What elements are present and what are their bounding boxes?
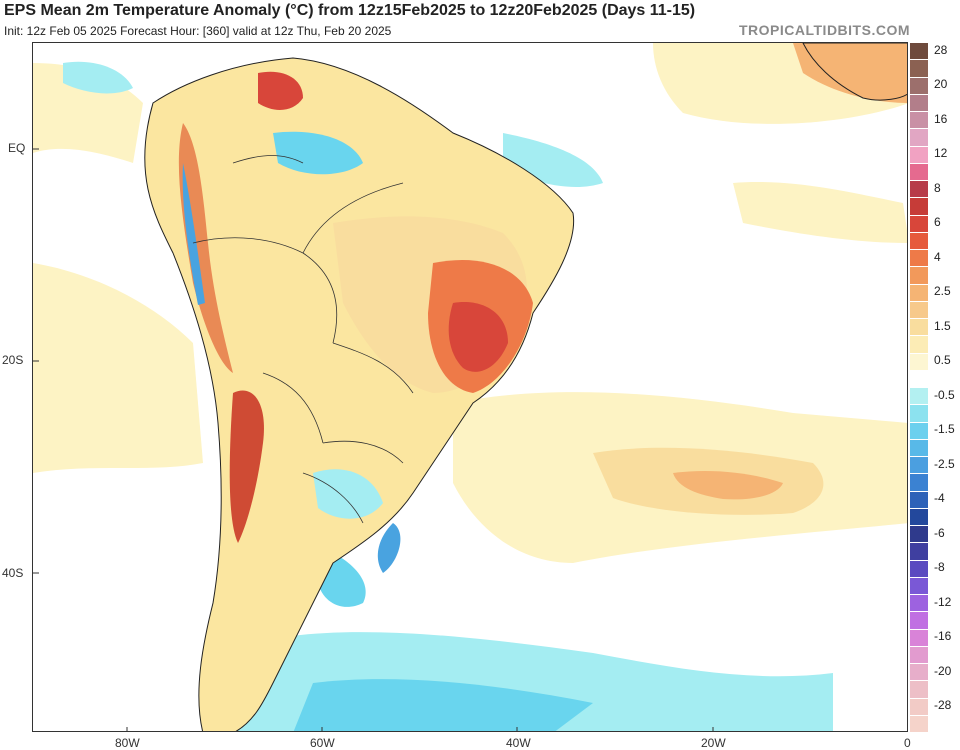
colorbar-swatch — [910, 576, 928, 594]
colorbar-label: 16 — [934, 111, 948, 126]
andes-north-warm — [178, 123, 233, 373]
colorbar-label: 6 — [934, 215, 941, 230]
colorbar-swatch — [910, 697, 928, 715]
colorbar-swatch — [910, 197, 928, 215]
colorbar-swatch — [910, 111, 928, 129]
pacific-north-cool — [63, 61, 133, 94]
colorbar-label: -2.5 — [934, 456, 955, 471]
rio-plata-outflow-cool — [377, 523, 401, 573]
lon-label-20w: 20W — [701, 736, 726, 750]
colorbar-label: 20 — [934, 77, 948, 92]
colorbar-swatch — [910, 300, 928, 318]
colorbar-swatch — [910, 645, 928, 663]
lat-label-eq: EQ — [8, 141, 26, 155]
lon-label-60w: 60W — [310, 736, 335, 750]
colorbar-swatch — [910, 42, 928, 60]
colorbar-label: 8 — [934, 180, 941, 195]
colorbar-label: 0.5 — [934, 353, 951, 368]
colorbar-swatch — [910, 283, 928, 301]
chart-subtitle: Init: 12z Feb 05 2025 Forecast Hour: [36… — [4, 24, 392, 38]
colorbar-swatch — [910, 611, 928, 629]
guiana-cool-patch — [273, 131, 363, 175]
pampas-cool-patch — [313, 469, 383, 519]
colorbar-label: -16 — [934, 629, 952, 644]
colorbar-swatch — [910, 628, 928, 646]
lon-label-0: 0 — [904, 736, 911, 750]
colorbar-swatch — [910, 335, 928, 353]
colorbar-label: 2.5 — [934, 284, 951, 299]
colorbar-label: -0.5 — [934, 387, 955, 402]
colorbar-swatch — [910, 128, 928, 146]
colorbar-swatch — [910, 180, 928, 198]
colorbar-swatch — [910, 473, 928, 491]
colorbar-label: -6 — [934, 525, 945, 540]
colorbar-swatch — [910, 594, 928, 612]
colorbar-swatch — [910, 507, 928, 525]
colorbar-label: -8 — [934, 560, 945, 575]
colorbar-swatch — [910, 387, 928, 405]
lon-label-80w: 80W — [115, 736, 140, 750]
colorbar-swatch — [910, 59, 928, 77]
colorbar-swatch — [910, 231, 928, 249]
africa-coastline — [802, 43, 907, 101]
colorbar-label: 1.5 — [934, 318, 951, 333]
colorbar-swatch — [910, 369, 928, 387]
colorbar-label: 4 — [934, 249, 941, 264]
colorbar: 28 20 16 12 8 6 4 2.5 1.5 0.5 -0.5 -1.5 -2.5 -4 -6 -8 -1… — [910, 42, 960, 732]
andes-cool-streak — [182, 163, 205, 305]
colorbar-label: -28 — [934, 698, 952, 713]
country-borders — [192, 155, 414, 524]
colorbar-swatch — [910, 559, 928, 577]
lat-label-20s: 20S — [2, 353, 24, 367]
colorbar-label: -4 — [934, 491, 945, 506]
colorbar-swatch — [910, 214, 928, 232]
map-gridticks — [33, 148, 714, 731]
colorbar-label: -1.5 — [934, 422, 955, 437]
colorbar-swatch — [910, 318, 928, 336]
colorbar-swatch — [910, 542, 928, 560]
venezuela-hot-spot — [258, 71, 303, 110]
pacific-warm-patch — [33, 263, 203, 473]
southern-ocean-colder — [293, 679, 593, 731]
west-africa-land-anomaly — [793, 43, 907, 103]
equatorial-atlantic-warm — [733, 182, 907, 243]
colorbar-label: 28 — [934, 42, 948, 57]
anomaly-map — [32, 42, 908, 732]
south-atlantic-hot-spot — [673, 471, 783, 500]
chart-title: EPS Mean 2m Temperature Anomaly (°C) fro… — [4, 2, 696, 19]
colorbar-swatch — [910, 266, 928, 284]
colorbar-swatch — [910, 525, 928, 543]
colorbar-swatch — [910, 680, 928, 698]
colorbar-swatch — [910, 76, 928, 94]
colorbar-label: 12 — [934, 146, 948, 161]
lon-label-40w: 40W — [506, 736, 531, 750]
colorbar-swatch — [910, 456, 928, 474]
colorbar-swatch — [910, 352, 928, 370]
colorbar-swatch — [910, 421, 928, 439]
colorbar-swatch — [910, 404, 928, 422]
colorbar-swatch — [910, 145, 928, 163]
andes-hot-band — [229, 390, 264, 543]
colorbar-swatch — [910, 714, 928, 732]
colorbar-label: -12 — [934, 594, 952, 609]
colorbar-swatch — [910, 663, 928, 681]
brazil-southeast-very-hot — [448, 302, 508, 372]
colorbar-swatch — [910, 490, 928, 508]
site-brand[interactable]: TROPICALTIDBITS.COM — [738, 22, 910, 38]
colorbar-label: -20 — [934, 663, 952, 678]
colorbar-swatch — [910, 93, 928, 111]
colorbar-swatch — [910, 438, 928, 456]
colorbar-swatch — [910, 249, 928, 267]
lat-label-40s: 40S — [2, 566, 24, 580]
colorbar-swatch — [910, 162, 928, 180]
map-canvas — [33, 43, 907, 731]
